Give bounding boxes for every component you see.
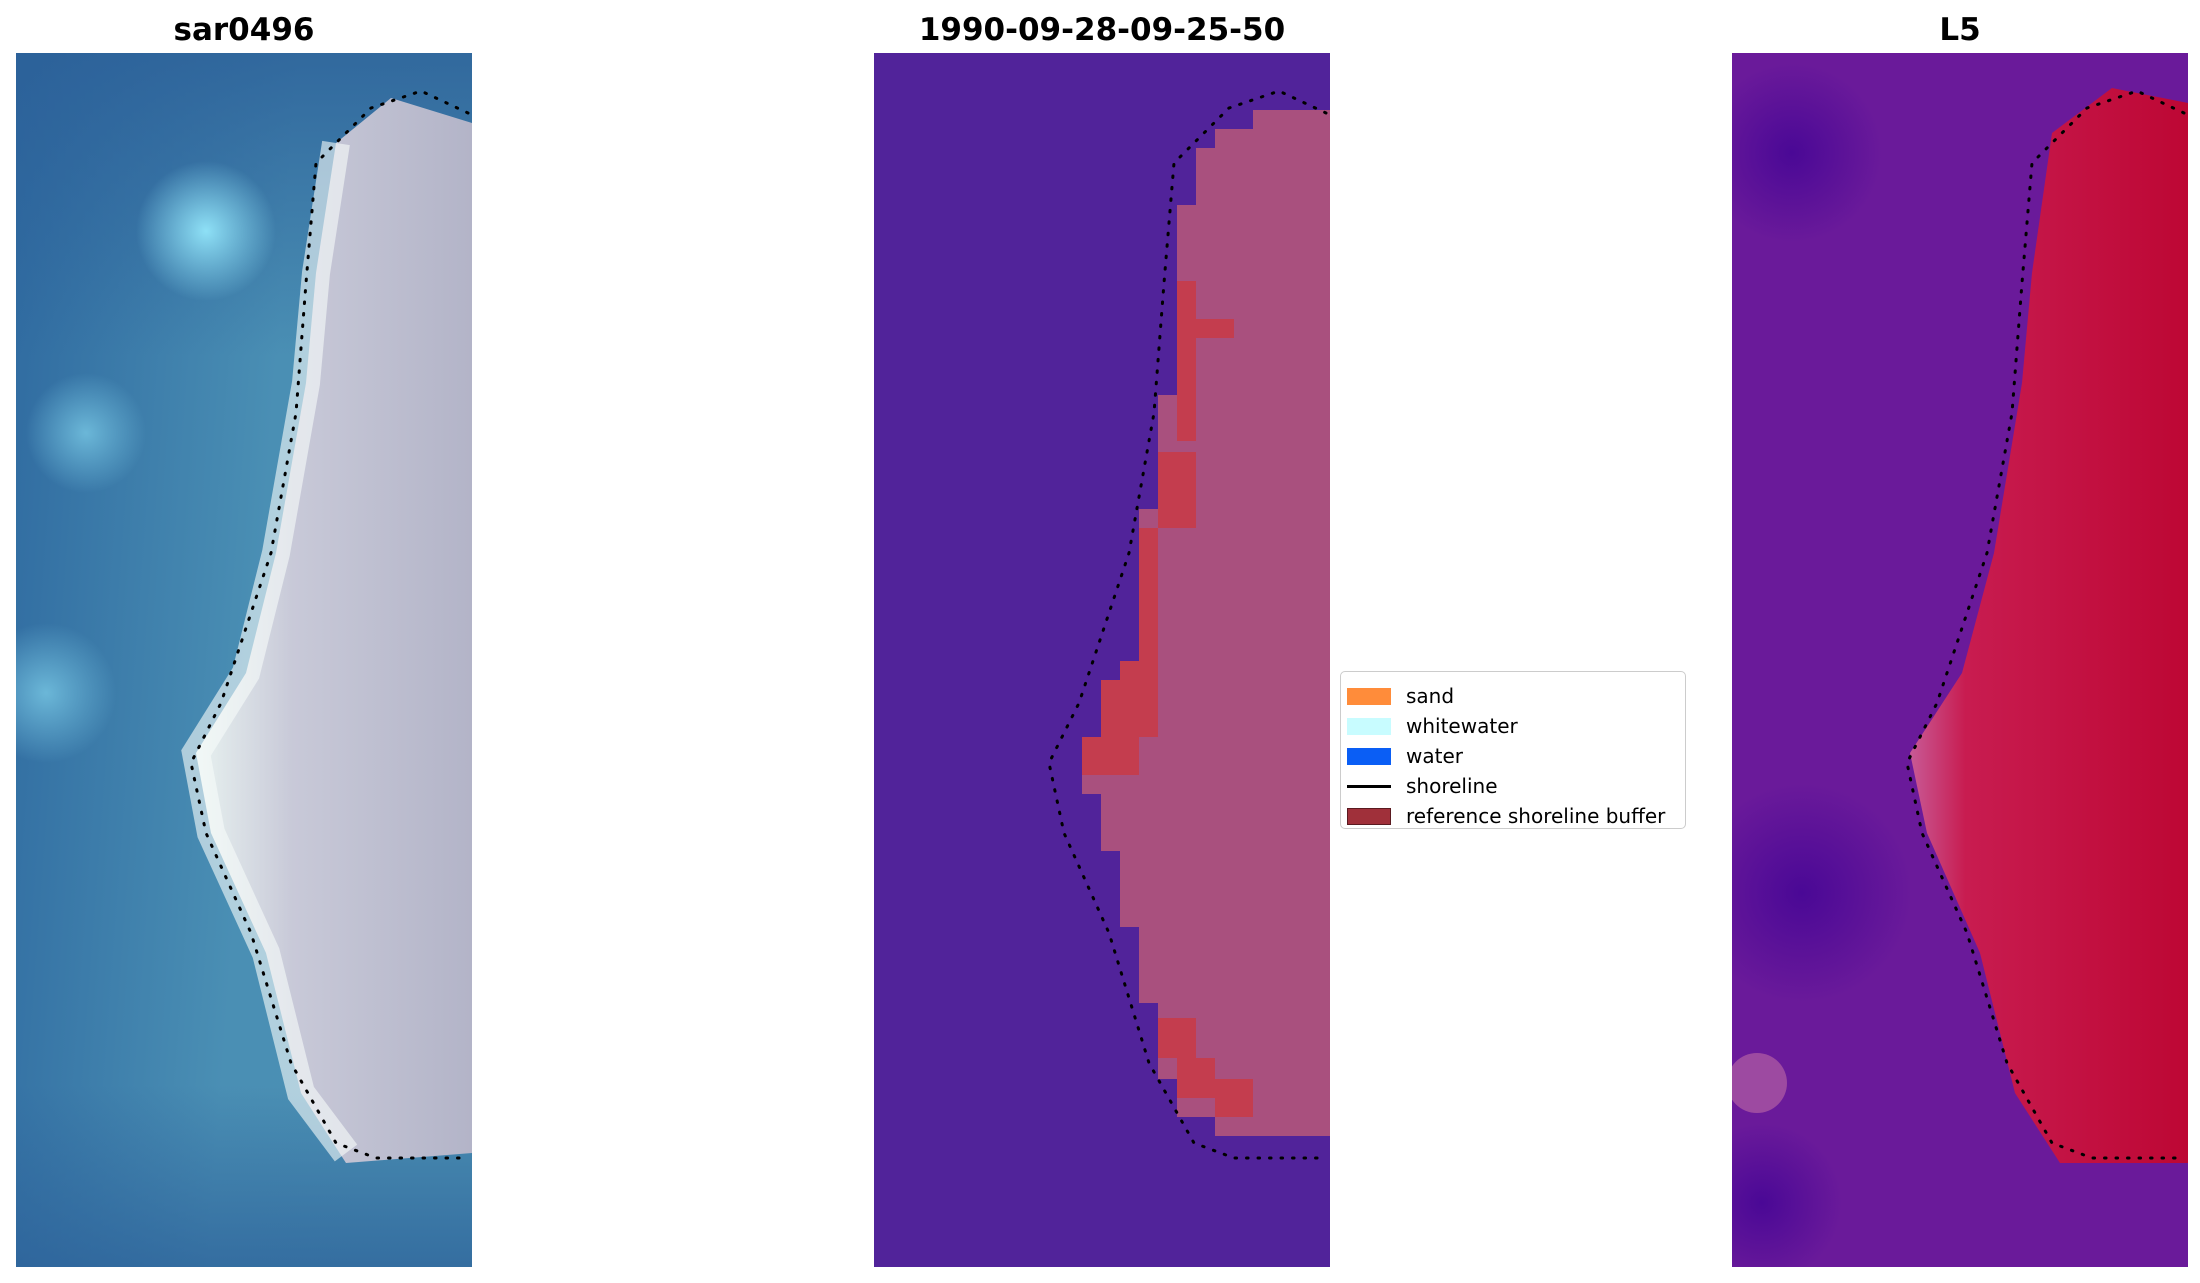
panel-title-rgb: sar0496 <box>173 12 315 48</box>
legend-label: sand <box>1406 684 1455 708</box>
land-index-area <box>1910 88 2188 1163</box>
legend-item-whitewater: whitewater <box>1347 712 1518 740</box>
sand-swatch <box>1347 687 1391 705</box>
rgb-image-panel <box>16 53 472 1267</box>
land-area <box>1082 110 1330 1136</box>
legend-label: whitewater <box>1406 714 1518 738</box>
index-panel <box>1732 53 2188 1267</box>
legend-label: shoreline <box>1406 774 1498 798</box>
panel-title-classification: 1990-09-28-09-25-50 <box>918 12 1286 48</box>
whitewater-swatch <box>1347 717 1391 735</box>
classification-panel <box>874 53 1330 1267</box>
buffer-swatch <box>1347 807 1391 825</box>
reference-buffer <box>1082 281 1253 1117</box>
legend-item-sand: sand <box>1347 682 1454 710</box>
legend-label: water <box>1406 744 1463 768</box>
panel-title-index: L5 <box>1939 12 1981 48</box>
beach-area <box>196 98 472 1163</box>
shoreline-line-swatch <box>1347 784 1391 788</box>
water-swatch <box>1347 747 1391 765</box>
legend-item-buffer: reference shoreline buffer <box>1347 802 1665 830</box>
legend-label: reference shoreline buffer <box>1406 804 1666 828</box>
legend-item-shoreline: shoreline <box>1347 772 1498 800</box>
legend-item-water: water <box>1347 742 1463 770</box>
legend: sand whitewater water shoreline referenc… <box>1340 671 1686 829</box>
